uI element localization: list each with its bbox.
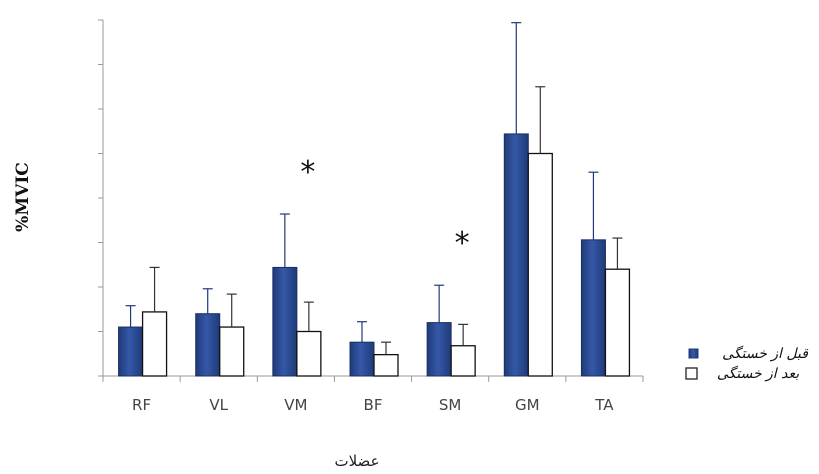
legend-swatch-before xyxy=(688,348,699,359)
bar-before xyxy=(580,239,606,377)
bars xyxy=(118,133,631,377)
bar-after xyxy=(604,268,631,377)
x-tick-labels: RF VL VM BF SM GM TA xyxy=(132,396,614,414)
error-bars xyxy=(125,22,623,355)
y-axis-label: %MVIC xyxy=(13,162,33,232)
bar-before xyxy=(272,266,298,377)
bar-after xyxy=(219,326,245,377)
x-tick-label: GM xyxy=(515,396,540,414)
legend-label-before: قبل از خستگی xyxy=(722,345,809,362)
annotations: ** xyxy=(300,155,469,261)
x-tick-label: VL xyxy=(209,396,228,414)
y-axis-ticks xyxy=(98,19,103,377)
legend-swatch-after xyxy=(685,367,698,380)
bar-after xyxy=(527,152,553,377)
x-tick-label: TA xyxy=(594,396,614,414)
bar-after xyxy=(296,330,322,377)
bar-before xyxy=(349,341,375,377)
x-tick-label: RF xyxy=(132,396,151,414)
bar-before xyxy=(426,322,452,377)
x-axis-ticks xyxy=(102,376,644,382)
legend-label-after: بعد از خستگی xyxy=(717,365,799,382)
bar-before xyxy=(118,326,144,377)
bar-after xyxy=(373,353,399,377)
x-tick-label: SM xyxy=(439,396,461,414)
bar-after xyxy=(450,345,476,377)
bar-after xyxy=(141,311,168,377)
x-tick-label: BF xyxy=(364,396,383,414)
significance-asterisk: * xyxy=(455,226,470,261)
bar-before xyxy=(195,313,221,377)
x-axis-label: عضلات xyxy=(334,452,379,470)
x-tick-label: VM xyxy=(284,396,307,414)
significance-asterisk: * xyxy=(300,155,315,190)
legend: قبل از خستگی بعد از خستگی xyxy=(685,345,809,382)
bar-before xyxy=(503,133,529,377)
